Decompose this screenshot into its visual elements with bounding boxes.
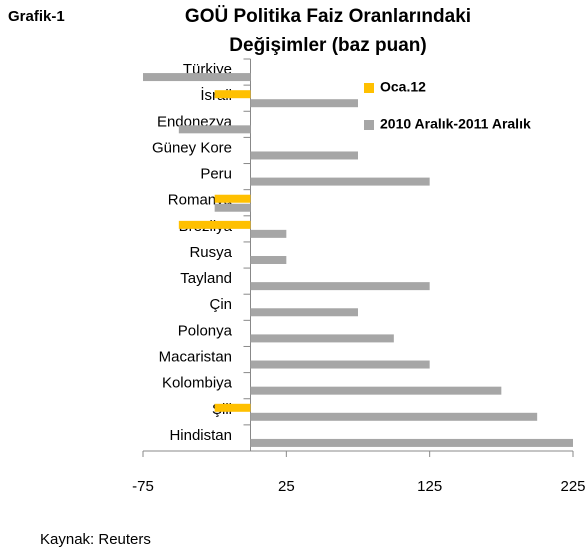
y-tick-label: Macaristan xyxy=(159,349,232,366)
bar xyxy=(250,229,287,238)
bar xyxy=(214,90,251,99)
legend-label: 2010 Aralık-2011 Aralık xyxy=(380,116,531,132)
bar xyxy=(178,125,251,134)
bar xyxy=(250,99,358,108)
y-tick-label: Rusya xyxy=(189,244,232,261)
chart-label: Grafik-1 xyxy=(8,8,65,25)
legend-swatch xyxy=(364,120,374,130)
bar xyxy=(214,203,251,212)
bar xyxy=(143,73,251,82)
x-tick-label: 125 xyxy=(417,478,442,495)
y-tick-label: Peru xyxy=(200,166,232,183)
bar xyxy=(214,403,251,412)
source: Kaynak: Reuters xyxy=(40,531,151,548)
y-tick-label: Güney Kore xyxy=(152,139,232,156)
legend-swatch xyxy=(364,83,374,93)
bar xyxy=(250,386,502,395)
bar xyxy=(250,308,358,317)
chart-title: Değişimler (baz puan) xyxy=(229,35,426,56)
y-tick-label: Polonya xyxy=(178,322,233,339)
bar xyxy=(250,334,394,343)
bar xyxy=(214,194,251,203)
bar xyxy=(250,412,538,421)
bar xyxy=(250,360,430,369)
chart-title: GOÜ Politika Faiz Oranlarındaki xyxy=(185,6,471,27)
bar xyxy=(178,220,251,229)
y-tick-label: Hindistan xyxy=(169,427,232,444)
y-tick-label: Tayland xyxy=(180,270,232,287)
bar xyxy=(250,151,358,160)
bar xyxy=(250,282,430,291)
x-tick-label: 225 xyxy=(560,478,585,495)
bar xyxy=(250,177,430,186)
x-tick-label: -75 xyxy=(132,478,154,495)
y-tick-label: Kolombiya xyxy=(162,375,233,392)
x-tick-label: 25 xyxy=(278,478,295,495)
legend-label: Oca.12 xyxy=(380,79,426,95)
bar xyxy=(250,438,573,447)
bar xyxy=(250,256,287,264)
y-tick-label: Çin xyxy=(209,296,232,313)
